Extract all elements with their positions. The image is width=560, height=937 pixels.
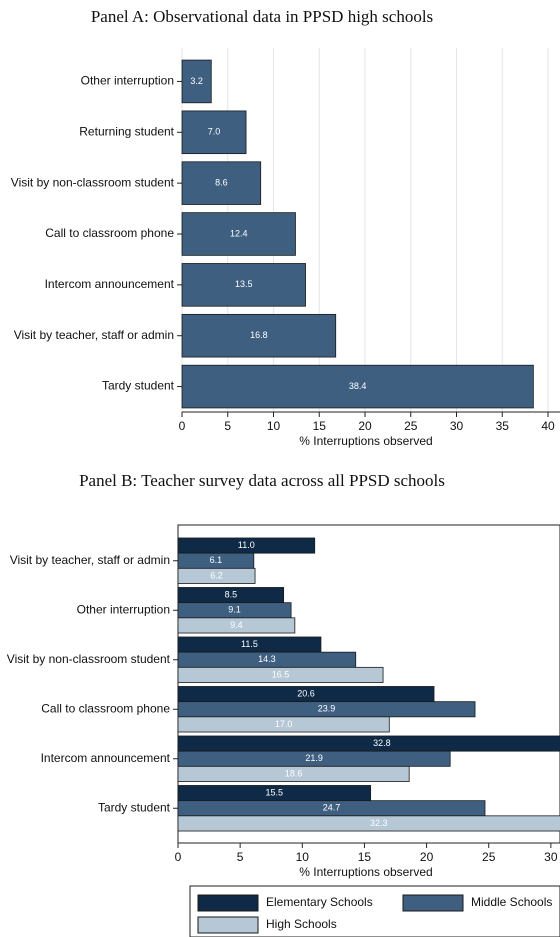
- value-label: 11.0: [238, 540, 255, 550]
- y-tick-label: Visit by non-classroom student: [11, 175, 175, 189]
- x-tick-label: 20: [420, 850, 434, 864]
- y-tick-label: Visit by teacher, staff or admin: [14, 328, 174, 342]
- bar: [177, 735, 560, 752]
- x-tick-label: 0: [175, 850, 182, 864]
- x-tick-label: 30: [544, 850, 558, 864]
- value-label: 9.4: [230, 620, 243, 630]
- bar: [181, 59, 212, 104]
- chart-title: Panel B: Teacher survey data across all …: [79, 471, 445, 490]
- x-tick-label: 35: [496, 419, 510, 433]
- value-label: 13.5: [235, 279, 253, 289]
- y-tick-label: Tardy student: [98, 800, 171, 814]
- value-label: 38.4: [349, 381, 367, 391]
- legend-swatch: [402, 894, 464, 912]
- legend-box: [189, 885, 560, 937]
- bar: [181, 212, 296, 256]
- legend-label: Elementary Schools: [266, 895, 373, 909]
- value-label: 15.5: [266, 787, 284, 797]
- y-tick-label: Intercom announcement: [45, 277, 175, 291]
- value-label: 18.6: [285, 768, 303, 778]
- value-label: 21.9: [305, 753, 323, 763]
- bar: [181, 161, 262, 205]
- value-label: 24.7: [323, 803, 341, 813]
- y-tick-label: Call to classroom phone: [41, 701, 170, 715]
- y-tick-label: Returning student: [79, 124, 174, 138]
- y-tick-label: Other interruption: [81, 74, 174, 88]
- x-tick-label: 15: [358, 850, 372, 864]
- value-label: 6.2: [210, 570, 223, 580]
- value-label: 9.1: [228, 605, 241, 615]
- x-tick-label: 15: [313, 419, 327, 433]
- value-label: 32.3: [370, 818, 388, 828]
- y-tick-label: Other interruption: [77, 602, 170, 616]
- value-label: 14.3: [258, 654, 276, 664]
- value-label: 8.5: [225, 589, 238, 599]
- value-label: 12.4: [230, 228, 248, 238]
- x-tick-label: 25: [404, 419, 418, 433]
- legend-label: High Schools: [266, 917, 337, 931]
- y-tick-label: Intercom announcement: [41, 751, 171, 765]
- y-tick-label: Tardy student: [102, 379, 175, 393]
- value-label: 23.9: [318, 704, 336, 714]
- bar: [181, 263, 306, 307]
- bar: [177, 666, 384, 683]
- bar: [177, 617, 296, 634]
- y-tick-label: Call to classroom phone: [45, 226, 174, 240]
- legend-label: Middle Schools: [471, 895, 552, 909]
- value-label: 6.1: [210, 555, 223, 565]
- value-label: 8.6: [215, 178, 228, 188]
- legend-swatch: [197, 916, 259, 934]
- value-label: 17.0: [275, 719, 293, 729]
- bar: [177, 716, 390, 733]
- y-tick-label: Visit by non-classroom student: [7, 652, 171, 666]
- x-tick-label: 5: [224, 419, 231, 433]
- y-tick-label: Visit by teacher, staff or admin: [10, 553, 170, 567]
- x-tick-label: 25: [482, 850, 496, 864]
- bar: [181, 110, 247, 155]
- bar: [177, 765, 410, 782]
- x-tick-label: 40: [541, 419, 555, 433]
- x-tick-label: 0: [179, 419, 186, 433]
- bar: [177, 567, 256, 584]
- legend-swatch: [197, 894, 259, 912]
- value-label: 3.2: [190, 76, 203, 86]
- bar: [177, 815, 560, 832]
- chart-title: Panel A: Observational data in PPSD high…: [91, 7, 433, 26]
- x-tick-label: 10: [296, 850, 310, 864]
- x-axis-title: % Interruptions observed: [299, 865, 432, 879]
- value-label: 20.6: [297, 688, 315, 698]
- value-label: 11.5: [241, 639, 258, 649]
- bar: [181, 364, 534, 409]
- x-axis-title: % Interruptions observed: [299, 434, 432, 448]
- x-tick-label: 30: [450, 419, 464, 433]
- x-tick-label: 10: [267, 419, 281, 433]
- value-label: 16.8: [250, 330, 268, 340]
- value-label: 32.8: [373, 738, 391, 748]
- x-tick-label: 5: [237, 850, 244, 864]
- value-label: 16.5: [272, 669, 290, 679]
- value-label: 7.0: [208, 127, 221, 137]
- x-tick-label: 20: [358, 419, 372, 433]
- bar: [181, 313, 337, 358]
